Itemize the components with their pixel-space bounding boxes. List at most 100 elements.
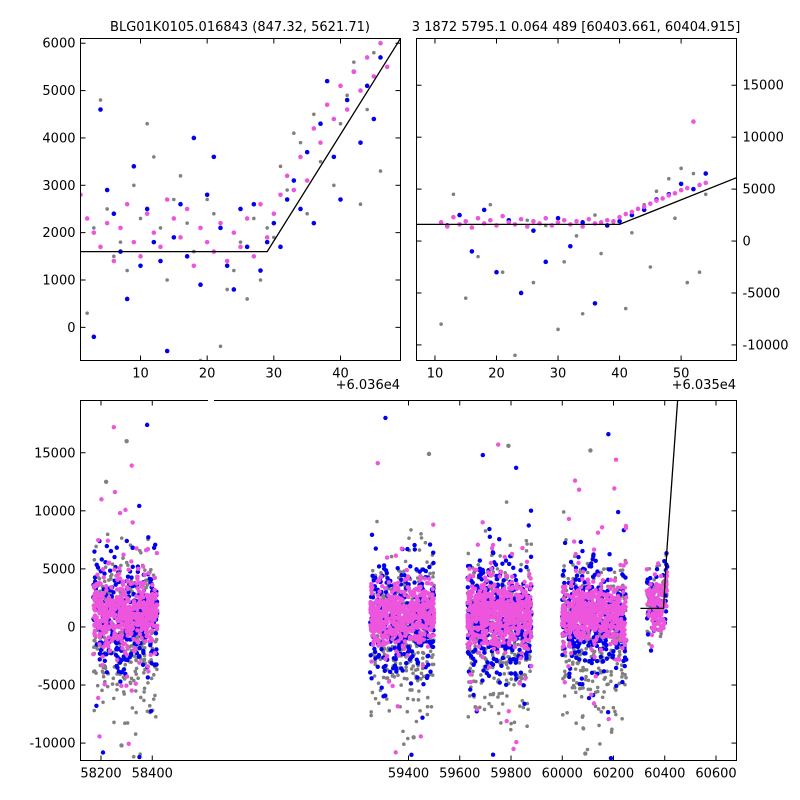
data-point: [155, 667, 159, 672]
data-point: [142, 617, 147, 623]
data-point: [518, 216, 524, 222]
data-point: [369, 618, 375, 623]
data-point: [430, 598, 436, 604]
data-point: [109, 620, 114, 625]
data-point: [503, 610, 509, 616]
data-point: [501, 595, 506, 601]
y-tick-label: 10000: [743, 131, 784, 146]
data-point: [499, 631, 504, 637]
data-point: [481, 641, 486, 646]
data-point: [134, 594, 139, 599]
data-point: [516, 613, 521, 618]
data-point: [395, 565, 400, 571]
data-point: [471, 649, 476, 654]
data-point: [691, 171, 696, 176]
data-point: [118, 594, 123, 599]
data-point: [107, 578, 111, 582]
data-point: [623, 306, 628, 311]
data-point: [420, 614, 425, 620]
data-point: [375, 637, 381, 642]
data-point: [390, 636, 395, 642]
data-point: [474, 707, 480, 712]
data-point: [278, 244, 283, 250]
data-point: [424, 580, 430, 586]
data-point: [603, 646, 609, 652]
panel-top-right-frame: [416, 38, 737, 361]
data-point: [133, 732, 138, 736]
data-point: [518, 290, 524, 296]
data-point: [131, 239, 137, 245]
data-point: [122, 606, 128, 611]
data-point: [84, 216, 90, 221]
data-point: [599, 709, 604, 714]
data-point: [154, 715, 158, 719]
data-point: [488, 560, 494, 566]
data-point: [648, 201, 653, 206]
data-point: [609, 679, 613, 684]
data-point: [101, 674, 106, 679]
data-point: [571, 563, 575, 567]
data-point: [472, 567, 477, 572]
data-point: [204, 192, 210, 198]
data-point: [469, 225, 475, 230]
data-point: [373, 696, 378, 701]
data-point: [118, 240, 123, 244]
data-point: [151, 239, 157, 245]
data-point: [95, 695, 101, 701]
data-point: [609, 669, 613, 674]
data-point: [488, 692, 493, 697]
data-point: [528, 610, 533, 615]
data-point: [515, 601, 520, 606]
data-point: [485, 591, 490, 597]
data-point: [401, 729, 405, 734]
data-point: [472, 639, 478, 644]
data-point: [429, 581, 434, 586]
data-point: [525, 646, 531, 652]
data-point: [524, 593, 529, 599]
data-point: [504, 678, 509, 682]
data-point: [572, 640, 577, 646]
data-point: [509, 551, 515, 557]
data-point: [97, 657, 102, 662]
data-point: [112, 720, 116, 725]
data-point: [574, 219, 579, 224]
data-point: [218, 225, 223, 231]
data-point: [124, 201, 130, 207]
data-point: [431, 560, 436, 566]
data-point: [503, 682, 509, 687]
data-point: [598, 220, 604, 225]
data-point: [378, 40, 383, 46]
data-point: [127, 637, 133, 642]
data-point: [489, 608, 494, 614]
data-point: [654, 566, 660, 572]
data-point: [439, 322, 443, 326]
data-point: [100, 688, 104, 693]
data-point: [481, 585, 486, 591]
data-point: [488, 202, 493, 207]
data-point: [121, 675, 126, 679]
panel-top-right-x-offset: +6.035e4: [672, 378, 736, 393]
data-point: [145, 583, 150, 587]
data-point: [500, 561, 505, 566]
data-point: [508, 727, 513, 732]
data-point: [510, 612, 516, 618]
data-point: [602, 567, 606, 571]
data-point: [613, 665, 619, 671]
data-point: [429, 704, 434, 709]
data-point: [595, 685, 600, 690]
data-point: [596, 666, 601, 671]
data-point: [152, 609, 158, 614]
data-point: [519, 562, 523, 567]
data-point: [428, 649, 433, 654]
data-point: [424, 597, 430, 603]
data-point: [491, 605, 496, 610]
data-point: [105, 207, 109, 211]
data-point: [415, 661, 420, 666]
data-point: [469, 588, 475, 594]
data-point: [117, 566, 122, 571]
data-point: [402, 639, 408, 644]
data-point: [691, 186, 696, 192]
data-point: [484, 628, 489, 633]
data-point: [386, 679, 392, 684]
data-point: [584, 668, 589, 672]
